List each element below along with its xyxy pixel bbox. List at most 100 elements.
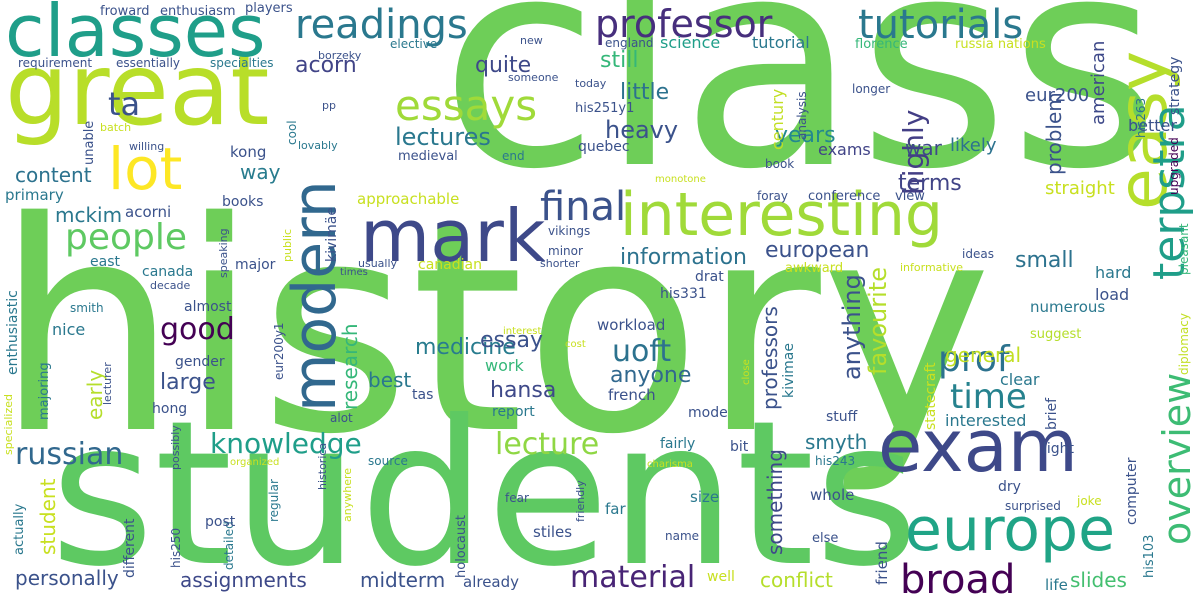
word: foray	[757, 189, 788, 203]
word: kong	[230, 143, 267, 161]
word: majoring	[37, 362, 52, 420]
word: florence	[855, 37, 908, 52]
word: willing	[129, 140, 165, 153]
word: ta	[108, 85, 141, 123]
word: years	[775, 123, 836, 148]
word: analysis	[795, 91, 809, 140]
word: elective	[390, 37, 438, 51]
word: little	[620, 80, 670, 105]
word: hong	[152, 401, 188, 417]
word: way	[240, 160, 281, 184]
word: european	[765, 238, 870, 263]
word: conference	[808, 189, 881, 204]
word: research	[338, 323, 362, 410]
word: work	[485, 356, 524, 375]
word: possibly	[169, 425, 182, 470]
word: load	[1095, 285, 1130, 304]
word: anything	[838, 274, 866, 380]
word: regular	[267, 479, 281, 522]
word: charisma	[647, 459, 693, 470]
word: awkward	[785, 261, 844, 276]
word: lecture	[495, 427, 600, 462]
word: favourite	[864, 267, 892, 375]
word: acorni	[125, 203, 172, 221]
word: specialties	[210, 56, 274, 70]
word: clear	[1000, 370, 1040, 389]
word: usually	[358, 257, 398, 270]
word: assignments	[180, 568, 307, 592]
word: unable	[82, 120, 97, 165]
word: acorn	[295, 53, 357, 78]
word: time	[950, 377, 1027, 417]
word: his243	[815, 454, 856, 468]
word: content	[15, 163, 92, 187]
word: readings	[295, 2, 468, 48]
word: straight	[1045, 178, 1115, 199]
word: terms	[898, 171, 962, 196]
word: american	[1088, 40, 1109, 125]
word: strategy	[1167, 56, 1183, 115]
word: exams	[818, 140, 871, 159]
word: medicine	[415, 335, 516, 360]
word: prof	[938, 339, 1010, 380]
word: better	[1128, 116, 1177, 135]
word: enthusiastic	[5, 290, 21, 375]
word: monotone	[655, 174, 706, 185]
word: smyth	[805, 430, 868, 454]
word: source	[368, 454, 408, 468]
word: joke	[1077, 494, 1102, 508]
word: dry	[998, 479, 1021, 495]
word: smith	[70, 301, 104, 315]
word: french	[608, 386, 656, 404]
word: europe	[905, 495, 1115, 565]
word: essay	[480, 328, 543, 353]
word: something	[763, 449, 787, 555]
word: cost	[565, 339, 586, 350]
word: statecraft	[923, 362, 939, 430]
word: russia nations	[955, 37, 1046, 52]
word: bit	[730, 439, 749, 455]
word: quite	[475, 53, 532, 78]
word: canada	[142, 264, 194, 280]
word: books	[222, 194, 264, 210]
word: times	[340, 267, 368, 278]
word: essentially	[116, 56, 181, 70]
word: upgraded	[1167, 137, 1181, 195]
word: uoft	[612, 334, 672, 369]
word: eur200	[1025, 85, 1090, 106]
word: speaking	[217, 228, 230, 278]
word: professors	[758, 306, 782, 410]
word: essays	[395, 81, 538, 130]
word: war	[905, 136, 942, 160]
word: kivimäe	[324, 206, 340, 262]
word: stuff	[826, 409, 858, 425]
word: students	[50, 378, 919, 600]
word: broad	[900, 557, 1016, 600]
word: material	[570, 560, 696, 595]
word: medieval	[398, 149, 458, 164]
word: minor	[548, 244, 583, 258]
word: heavy	[605, 116, 679, 144]
word: eur200y1	[272, 322, 286, 380]
word: organized	[230, 457, 280, 468]
word: gender	[175, 354, 225, 370]
word: someone	[508, 71, 559, 84]
word: century	[768, 88, 787, 150]
word: lot	[108, 135, 183, 203]
word: holocaust	[454, 515, 469, 578]
word: brief	[1044, 397, 1060, 430]
word: lectures	[395, 123, 491, 151]
word: east	[90, 254, 120, 270]
word: decade	[150, 279, 191, 292]
word: life	[1045, 576, 1068, 594]
word: nice	[52, 320, 86, 339]
word: froward	[100, 4, 150, 19]
word: personally	[15, 566, 119, 590]
word: fear	[505, 491, 529, 505]
word: russian	[15, 437, 124, 472]
word: tas	[412, 387, 434, 403]
word: people	[65, 217, 188, 258]
word: view	[895, 189, 925, 204]
word: already	[463, 573, 520, 591]
